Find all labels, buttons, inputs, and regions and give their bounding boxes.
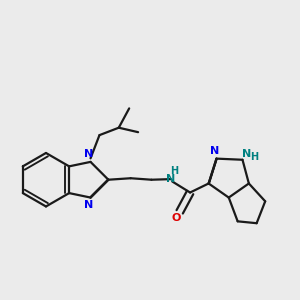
Text: N: N: [166, 174, 176, 184]
Text: N: N: [242, 149, 252, 159]
Text: N: N: [84, 200, 94, 210]
Text: N: N: [84, 149, 94, 160]
Text: O: O: [172, 213, 181, 224]
Text: H: H: [170, 166, 178, 176]
Text: H: H: [250, 152, 258, 162]
Text: N: N: [210, 146, 220, 156]
